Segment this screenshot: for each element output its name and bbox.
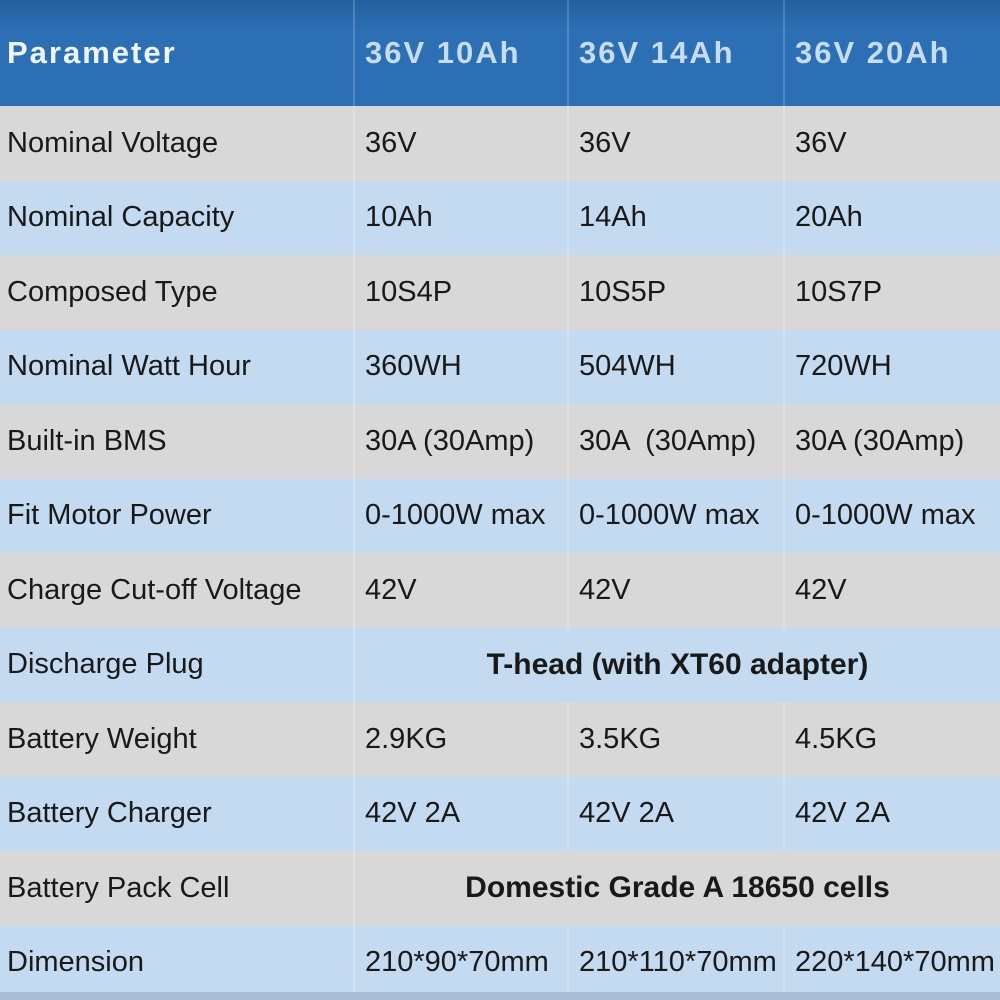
row-label: Built-in BMS xyxy=(7,424,167,457)
row-label: Battery Pack Cell xyxy=(7,871,230,904)
row-label: Battery Weight xyxy=(7,722,197,755)
table-row: Battery Charger 42V 2A 42V 2A 42V 2A xyxy=(0,776,1000,851)
row-label: Nominal Capacity xyxy=(7,201,235,234)
table-row: Discharge Plug T-head (with XT60 adapter) xyxy=(0,627,1000,702)
cell-value: 720WH xyxy=(783,329,1000,404)
cell-value: 36V xyxy=(783,106,1000,181)
cell-value: 42V xyxy=(567,553,783,628)
row-label: Fit Motor Power xyxy=(7,499,212,532)
cell-value: 20Ah xyxy=(783,180,1000,255)
row-label: Dimension xyxy=(7,946,144,979)
cell-value: 3.5KG xyxy=(567,702,783,777)
table-row: Nominal Voltage 36V 36V 36V xyxy=(0,106,1000,181)
table-row: Battery Pack Cell Domestic Grade A 18650 … xyxy=(0,851,1000,926)
cell-value: 14Ah xyxy=(567,180,783,255)
cell-value: 360WH xyxy=(353,329,567,404)
row-label: Charge Cut-off Voltage xyxy=(7,573,302,606)
cell-value: 10S4P xyxy=(353,255,567,330)
cell-value: 4.5KG xyxy=(783,702,1000,777)
table-row: Built-in BMS 30A (30Amp) 30A (30Amp) 30A (3… xyxy=(0,404,1000,479)
cell-value: 210*110*70mm xyxy=(567,925,783,1000)
table-row: Fit Motor Power 0-1000W max 0-1000W max 0-1… xyxy=(0,478,1000,553)
cell-value: 210*90*70mm xyxy=(353,925,567,1000)
cell-value: 220*140*70mm xyxy=(783,925,1000,1000)
row-span-value: Domestic Grade A 18650 cells xyxy=(353,851,1000,926)
table-row: Charge Cut-off Voltage 42V 42V 42V xyxy=(0,553,1000,628)
cell-value: 42V xyxy=(783,553,1000,628)
cell-value: 36V xyxy=(353,106,567,181)
bottom-strip xyxy=(0,992,1000,1000)
header-parameter: Parameter xyxy=(7,35,177,70)
table-row: Nominal Watt Hour 360WH 504WH 720WH xyxy=(0,329,1000,404)
cell-value: 2.9KG xyxy=(353,702,567,777)
cell-value: 0-1000W max xyxy=(783,478,1000,553)
cell-value: 10S5P xyxy=(567,255,783,330)
row-label: Nominal Watt Hour xyxy=(7,350,251,383)
row-label: Nominal Voltage xyxy=(7,126,219,159)
row-label: Composed Type xyxy=(7,275,218,308)
table-row: Nominal Capacity 10Ah 14Ah 20Ah xyxy=(0,180,1000,255)
table-row: Dimension 210*90*70mm 210*110*70mm 220*140*… xyxy=(0,925,1000,1000)
cell-value: 30A (30Amp) xyxy=(783,404,1000,479)
cell-value: 42V 2A xyxy=(353,776,567,851)
cell-value: 42V xyxy=(353,553,567,628)
row-span-value: T-head (with XT60 adapter) xyxy=(353,627,1000,702)
header-col-36v-20ah: 36V 20Ah xyxy=(783,0,1000,106)
cell-value: 0-1000W max xyxy=(567,478,783,553)
cell-value: 10S7P xyxy=(783,255,1000,330)
table-body: Nominal Voltage 36V 36V 36V Nominal Capacity… xyxy=(0,106,1000,1000)
cell-value: 42V 2A xyxy=(783,776,1000,851)
row-label: Discharge Plug xyxy=(7,648,204,681)
header-col-36v-14ah: 36V 14Ah xyxy=(567,0,783,106)
cell-value: 30A (30Amp) xyxy=(567,404,783,479)
cell-value: 36V xyxy=(567,106,783,181)
header-col-36v-10ah: 36V 10Ah xyxy=(353,0,567,106)
table-row: Composed Type 10S4P 10S5P 10S7P xyxy=(0,255,1000,330)
cell-value: 504WH xyxy=(567,329,783,404)
row-label: Battery Charger xyxy=(7,797,212,830)
table-row: Battery Weight 2.9KG 3.5KG 4.5KG xyxy=(0,702,1000,777)
cell-value: 30A (30Amp) xyxy=(353,404,567,479)
cell-value: 0-1000W max xyxy=(353,478,567,553)
table-header-row: Parameter 36V 10Ah 36V 14Ah 36V 20Ah xyxy=(0,0,1000,106)
cell-value: 42V 2A xyxy=(567,776,783,851)
cell-value: 10Ah xyxy=(353,180,567,255)
